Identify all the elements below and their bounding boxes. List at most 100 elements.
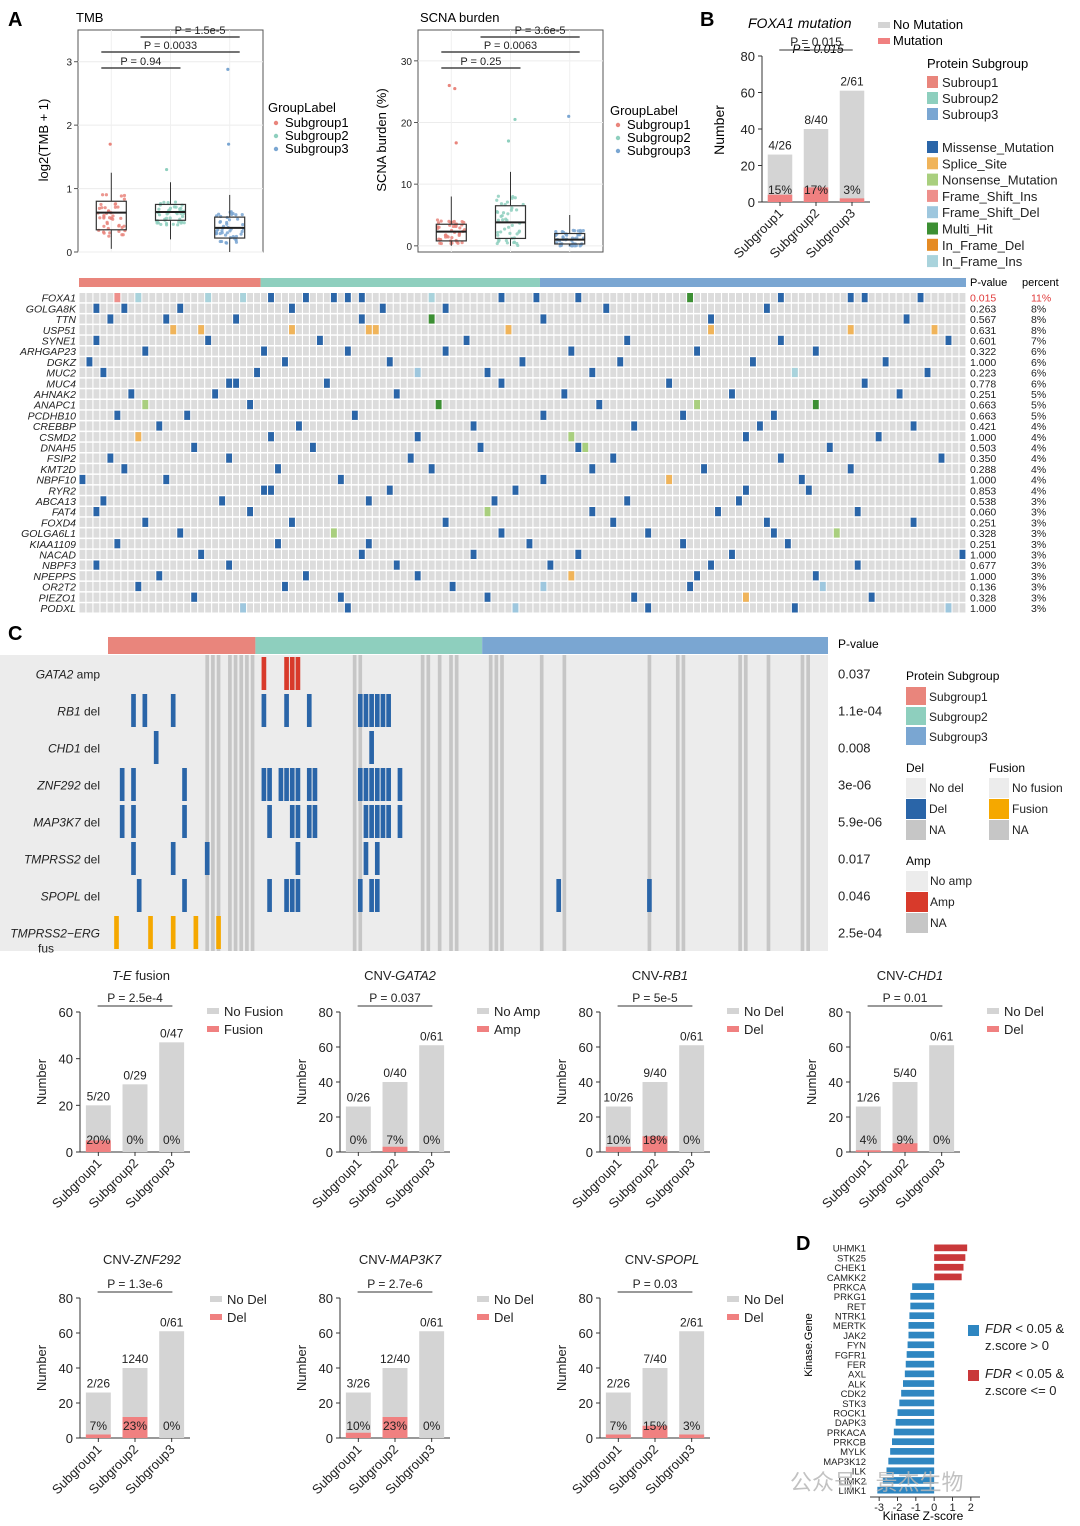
oncoprint-cell: [854, 442, 861, 452]
oncoprint-cell: [687, 453, 694, 463]
oncoprint-cell: [449, 539, 456, 549]
oncoprint-cell: [687, 314, 694, 324]
oncoprint-cell: [407, 549, 414, 559]
oncoprint-cell: [882, 539, 889, 549]
oncoprint-cell: [910, 581, 917, 592]
oncoprint-cell: [659, 560, 666, 570]
gene-pvalue: 0.567: [970, 314, 996, 326]
bar-event: [642, 1136, 668, 1152]
oncoprint-cell: [701, 507, 707, 517]
oncoprint-cell: [519, 464, 526, 474]
oncoprint-cell: [673, 571, 680, 581]
oncoprint-cell: [756, 560, 763, 570]
subgroup-bar: [482, 637, 828, 654]
oncoprint-cell: [121, 325, 128, 335]
oncoprint-cell: [191, 496, 198, 506]
oncoprint-cell: [645, 378, 652, 388]
mutation-cell: [163, 314, 170, 324]
oncoprint-cell: [282, 410, 288, 420]
oncoprint-cell: [261, 464, 267, 474]
oncoprint-cell: [959, 507, 966, 517]
oncoprint-cell: [477, 335, 484, 345]
chart-title-part: RB1: [663, 968, 688, 983]
data-point: [121, 233, 125, 237]
oncoprint-cell: [275, 367, 281, 378]
oncoprint-cell: [931, 507, 938, 517]
oncoprint-cell: [79, 517, 86, 527]
oncoprint-cell: [589, 549, 596, 559]
oncoprint-cell: [631, 400, 638, 410]
oncoprint-cell: [729, 507, 735, 517]
oncoprint-cell: [680, 335, 687, 345]
oncoprint-cell: [875, 314, 882, 324]
oncoprint-cell: [393, 453, 400, 463]
oncoprint-cell: [854, 325, 861, 335]
oncoprint-cell: [421, 507, 428, 517]
bar-event: [892, 1143, 918, 1152]
oncoprint-cell: [791, 507, 798, 517]
oncoprint-cell: [763, 378, 770, 388]
mutation-cell: [428, 314, 435, 324]
oncoprint-cell: [100, 592, 107, 602]
oncoprint-cell: [275, 346, 281, 356]
oncoprint-cell: [889, 400, 896, 410]
oncoprint-cell: [226, 485, 233, 495]
oncoprint-cell: [212, 474, 219, 485]
oncoprint-cell: [428, 549, 435, 559]
oncoprint-cell: [142, 485, 149, 495]
legend-label: Amp: [494, 1022, 521, 1037]
oncoprint-cell: [156, 346, 163, 356]
oncoprint-cell: [812, 453, 819, 463]
oncoprint-cell: [393, 367, 400, 378]
data-point: [182, 221, 186, 225]
oncoprint-cell: [568, 517, 575, 527]
oncoprint-cell: [379, 474, 386, 485]
oncoprint-cell: [945, 367, 952, 378]
oncoprint-cell: [882, 507, 889, 517]
oncoprint-cell: [512, 400, 519, 410]
oncoprint-cell: [666, 432, 673, 442]
mutation-cell: [568, 571, 575, 581]
bar-total: [892, 1082, 918, 1152]
oncoprint-cell: [163, 346, 170, 356]
kinase-bar: [934, 1254, 966, 1261]
data-point: [439, 219, 443, 223]
oncoprint-cell: [491, 571, 498, 581]
mutation-cell: [470, 549, 477, 559]
oncoprint-cell: [833, 325, 840, 335]
oncoprint-cell: [170, 442, 177, 452]
oncoprint-cell: [505, 314, 512, 324]
oncoprint-cell: [484, 378, 491, 388]
oncoprint-cell: [910, 539, 917, 549]
oncoprint-cell: [449, 346, 456, 356]
oncoprint-cell: [617, 549, 624, 559]
oncoprint-cell: [93, 603, 100, 613]
oncoprint-cell: [135, 400, 142, 410]
cnv-row-pvalue: 3e-06: [838, 778, 871, 793]
oncoprint-cell: [149, 378, 156, 388]
oncoprint-cell: [79, 581, 86, 592]
oncoprint-cell: [952, 528, 959, 538]
oncoprint-cell: [638, 378, 645, 388]
oncoprint-cell: [505, 335, 512, 345]
legend-swatch: [927, 255, 938, 268]
oncoprint-cell: [372, 528, 379, 538]
oncoprint-cell: [449, 335, 456, 345]
oncoprint-cell: [638, 560, 645, 570]
oncoprint-cell: [240, 335, 247, 345]
oncoprint-cell: [826, 293, 833, 303]
oncoprint-cell: [128, 325, 135, 335]
oncoprint-cell: [268, 367, 274, 378]
oncoprint-cell: [337, 453, 344, 463]
oncoprint-cell: [149, 303, 156, 313]
oncoprint-cell: [316, 400, 323, 410]
oncoprint-cell: [596, 528, 603, 538]
oncoprint-cell: [330, 464, 337, 474]
oncoprint-cell: [407, 346, 414, 356]
data-point: [225, 231, 229, 235]
oncoprint-cell: [330, 539, 337, 549]
oncoprint-cell: [449, 507, 456, 517]
oncoprint-cell: [582, 528, 589, 538]
data-point: [108, 216, 112, 220]
oncoprint-cell: [107, 517, 114, 527]
